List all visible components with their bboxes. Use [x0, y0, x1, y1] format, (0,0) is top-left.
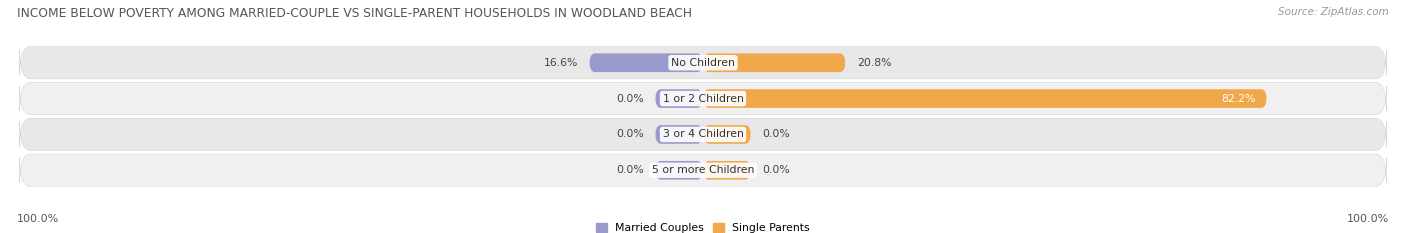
- Text: 0.0%: 0.0%: [616, 165, 644, 175]
- Text: 5 or more Children: 5 or more Children: [652, 165, 754, 175]
- Text: 1 or 2 Children: 1 or 2 Children: [662, 94, 744, 104]
- Text: 0.0%: 0.0%: [762, 129, 790, 139]
- Text: 0.0%: 0.0%: [762, 165, 790, 175]
- FancyBboxPatch shape: [589, 53, 703, 72]
- FancyBboxPatch shape: [655, 161, 703, 180]
- FancyBboxPatch shape: [20, 118, 1386, 151]
- FancyBboxPatch shape: [655, 125, 703, 144]
- Text: 16.6%: 16.6%: [544, 58, 578, 68]
- FancyBboxPatch shape: [703, 125, 751, 144]
- FancyBboxPatch shape: [655, 89, 703, 108]
- Text: 20.8%: 20.8%: [856, 58, 891, 68]
- Text: INCOME BELOW POVERTY AMONG MARRIED-COUPLE VS SINGLE-PARENT HOUSEHOLDS IN WOODLAN: INCOME BELOW POVERTY AMONG MARRIED-COUPL…: [17, 7, 692, 20]
- Text: 3 or 4 Children: 3 or 4 Children: [662, 129, 744, 139]
- Text: Source: ZipAtlas.com: Source: ZipAtlas.com: [1278, 7, 1389, 17]
- Text: No Children: No Children: [671, 58, 735, 68]
- FancyBboxPatch shape: [20, 154, 1386, 186]
- Text: 0.0%: 0.0%: [616, 94, 644, 104]
- FancyBboxPatch shape: [20, 82, 1386, 115]
- Legend: Married Couples, Single Parents: Married Couples, Single Parents: [596, 223, 810, 233]
- FancyBboxPatch shape: [703, 89, 1267, 108]
- FancyBboxPatch shape: [703, 53, 846, 72]
- FancyBboxPatch shape: [703, 161, 751, 180]
- Text: 0.0%: 0.0%: [616, 129, 644, 139]
- Text: 100.0%: 100.0%: [17, 214, 59, 224]
- FancyBboxPatch shape: [20, 47, 1386, 79]
- Text: 82.2%: 82.2%: [1222, 94, 1256, 104]
- Text: 100.0%: 100.0%: [1347, 214, 1389, 224]
